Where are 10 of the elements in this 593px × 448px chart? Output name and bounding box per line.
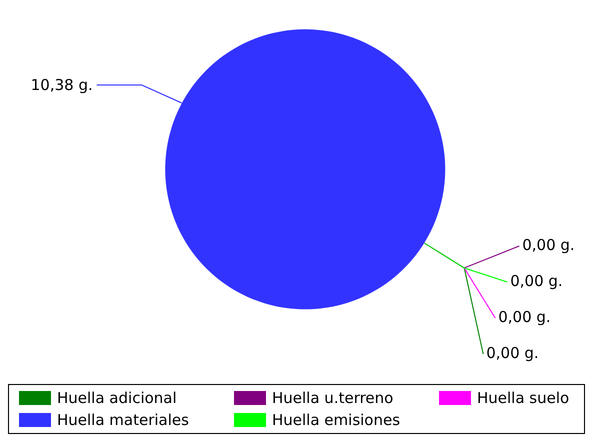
text: 0,00 g.: [498, 308, 551, 326]
data-label: 10,38 g.: [30, 76, 93, 94]
legend-label: Huella u.terreno: [272, 389, 394, 407]
text: 0,00 g.: [522, 236, 575, 254]
text: 0,00 g.: [486, 344, 539, 362]
legend-label: Huella adicional: [57, 389, 177, 407]
legend-label: Huella suelo: [477, 389, 570, 407]
legend-label: Huella materiales: [57, 411, 189, 429]
text: 0,00 g.: [510, 272, 563, 290]
legend-label: Huella emisiones: [272, 411, 400, 429]
